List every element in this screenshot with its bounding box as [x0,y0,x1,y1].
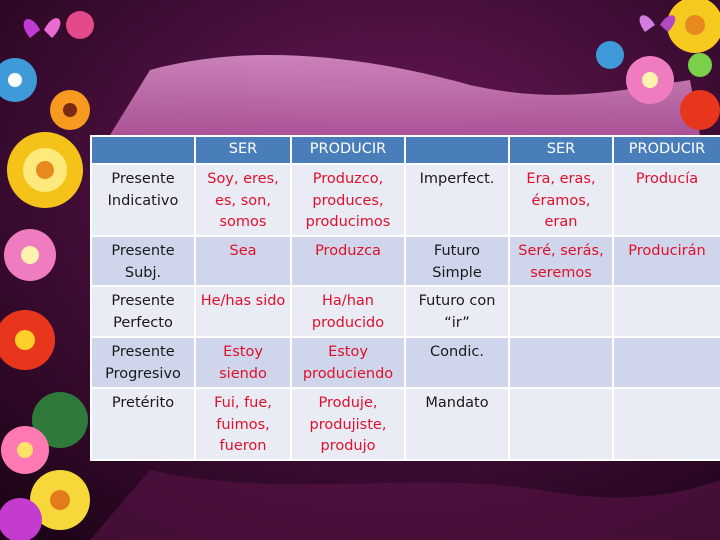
conjugation-table: SER PRODUCIR SER PRODUCIR Presente Indic… [90,135,720,461]
conjugation-cell [508,387,614,461]
tense-label: Condic. [404,336,510,389]
header-cell-ser: SER [194,135,292,165]
conjugation-cell: Fui, fue, fuimos, fueron [194,387,292,461]
flower-red-icon [0,310,55,370]
conjugation-cell: Produzca [290,235,406,287]
conjugation-cell: Producirán [612,235,720,287]
conjugation-cell [508,336,614,389]
conjugation-cell: Estoy siendo [194,336,292,389]
header-cell-blank [90,135,196,165]
butterfly-icon [23,18,61,38]
conjugation-cell: Seré, serás, seremos [508,235,614,287]
conjugation-cell: Producía [612,163,720,237]
tense-label: Presente Progresivo [90,336,196,389]
conjugation-cell [612,336,720,389]
conjugation-cell: Era, eras, éramos, eran [508,163,614,237]
conjugation-cell [612,285,720,338]
tense-label: Pretérito [90,387,196,461]
tense-label: Futuro con “ir” [404,285,510,338]
conjugation-cell: Estoy produciendo [290,336,406,389]
tense-label: Futuro Simple [404,235,510,287]
tense-label: Presente Perfecto [90,285,196,338]
tense-label: Presente Subj. [90,235,196,287]
table-row: Pretérito Fui, fue, fuimos, fueron Produ… [90,387,720,461]
conjugation-cell: He/has sido [194,285,292,338]
tense-label: Presente Indicativo [90,163,196,237]
conjugation-cell: Sea [194,235,292,287]
tense-label: Imperfect. [404,163,510,237]
conjugation-cell [508,285,614,338]
flower-pink-icon [4,229,56,281]
table-row: Presente Perfecto He/has sido Ha/han pro… [90,285,720,338]
header-row: SER PRODUCIR SER PRODUCIR [90,135,720,165]
table-row: Presente Progresivo Estoy siendo Estoy p… [90,336,720,389]
table-row: Presente Subj. Sea Produzca Futuro Simpl… [90,235,720,287]
conjugation-cell: Produzco, produces, producimos [290,163,406,237]
header-cell-blank [404,135,510,165]
conjugation-cell: Soy, eres, es, son, somos [194,163,292,237]
table-row: Presente Indicativo Soy, eres, es, son, … [90,163,720,237]
header-cell-producir: PRODUCIR [612,135,720,165]
conjugation-cell: Ha/han producido [290,285,406,338]
flower-orange-icon [50,90,90,130]
butterfly-icon [639,15,676,32]
conjugation-cell [612,387,720,461]
header-cell-ser: SER [508,135,614,165]
tense-label: Mandato [404,387,510,461]
flower-sunflower-icon [7,132,83,208]
conjugation-cell: Produje, produjiste, produjo [290,387,406,461]
header-cell-producir: PRODUCIR [290,135,406,165]
